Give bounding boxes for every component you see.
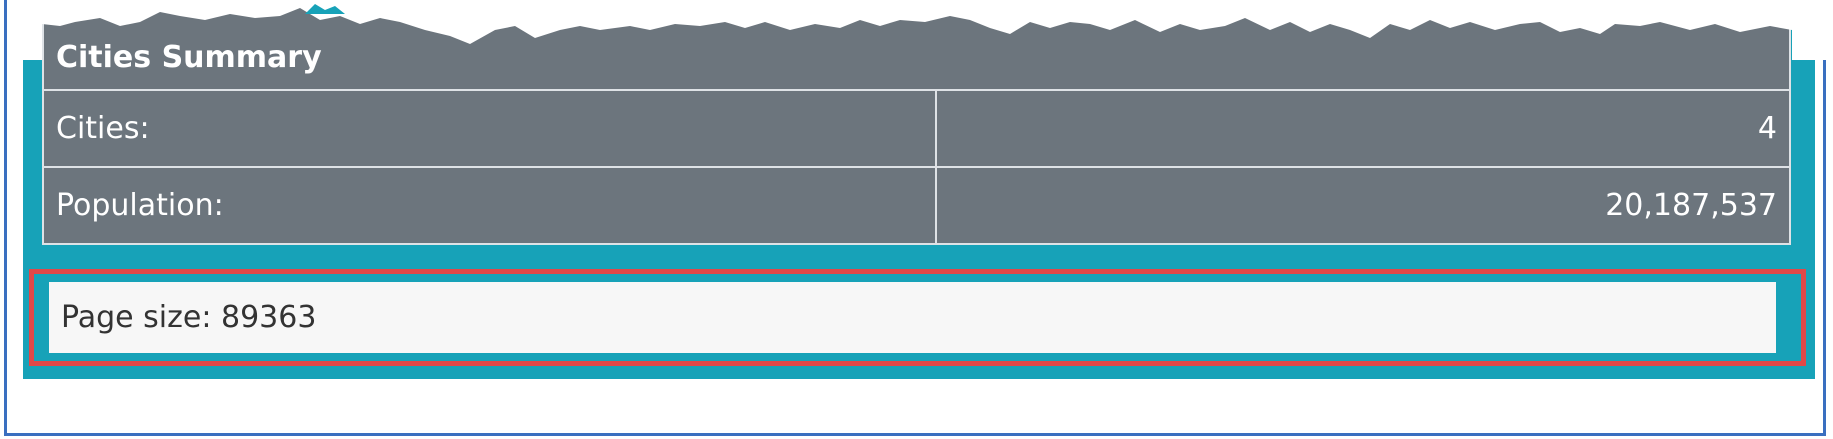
cities-value: 4 bbox=[935, 89, 1791, 168]
torn-edge-mask bbox=[0, 0, 1833, 60]
table-row: Cities: 4 bbox=[42, 89, 1791, 168]
population-value: 20,187,537 bbox=[935, 166, 1791, 245]
population-label: Population: bbox=[42, 166, 937, 245]
cities-label: Cities: bbox=[42, 89, 937, 168]
page-size-label: Page size: 89363 bbox=[49, 282, 1776, 353]
highlight-box: Page size: 89363 bbox=[29, 269, 1806, 366]
table-row: Population: 20,187,537 bbox=[42, 166, 1791, 245]
